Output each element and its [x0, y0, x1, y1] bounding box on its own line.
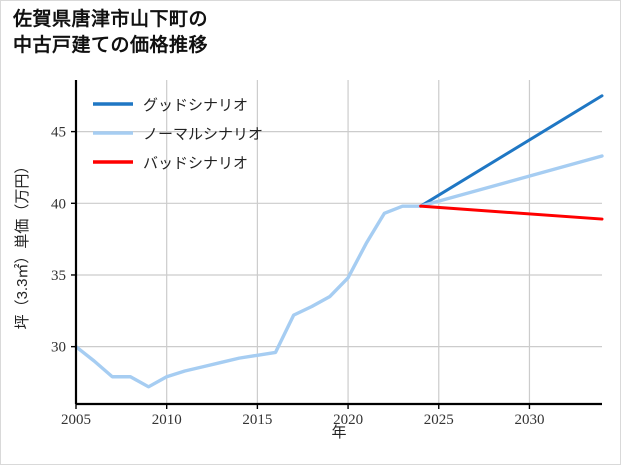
page-title: 佐賀県唐津市山下町の 中古戸建ての価格推移: [13, 9, 209, 56]
x-tick-label: 2005: [61, 412, 91, 428]
y-axis-ticks: 30 35 40 45: [51, 125, 76, 356]
y-tick-label: 35: [51, 268, 66, 284]
x-tick-label: 2010: [152, 412, 182, 428]
y-tick-label: 40: [51, 196, 66, 212]
x-tick-label: 2015: [242, 412, 272, 428]
series-line-0: [419, 94, 604, 208]
x-tick-label: 2020: [333, 412, 363, 428]
legend-label-0: グッドシナリオ: [143, 97, 248, 114]
x-axis-title: 年: [331, 424, 346, 441]
series-line-1: [74, 154, 604, 389]
y-tick-label: 30: [51, 340, 66, 356]
axis-spines: [74, 80, 602, 406]
series-group: [74, 94, 604, 389]
series-line-2: [419, 204, 604, 221]
y-axis-title: 坪（3.3㎡）単価（万円）: [14, 159, 31, 330]
x-axis-ticks: 2005 2010 2015 2020 2025 2030: [61, 404, 544, 428]
x-tick-label: 2030: [514, 412, 544, 428]
gridlines-group: [75, 80, 602, 404]
legend-label-1: ノーマルシナリオ: [143, 127, 263, 143]
x-tick-label: 2025: [424, 412, 454, 428]
legend-label-2: バッドシナリオ: [143, 156, 248, 172]
y-tick-label: 45: [51, 125, 66, 141]
